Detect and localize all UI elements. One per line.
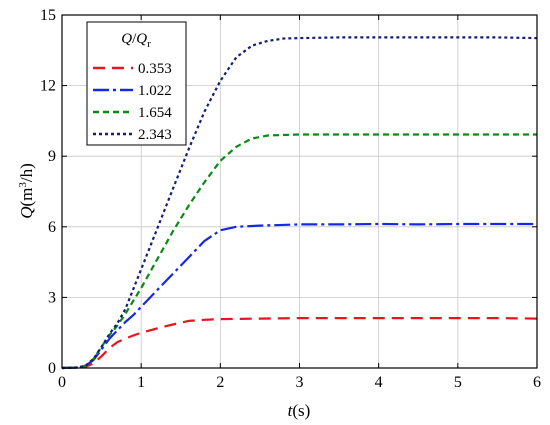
x-axis-label: t(s) [288, 401, 311, 420]
legend-label: 0.353 [138, 61, 172, 77]
series-line-1.022 [61, 222, 537, 370]
series-line-2.343 [61, 36, 538, 370]
series-line-0.353 [61, 317, 538, 370]
legend-label: 2.343 [138, 127, 172, 143]
y-tick-label: 9 [48, 148, 56, 165]
legend: Q/Qr 0.353 1.022 1.654 2.343 [86, 21, 187, 146]
legend-label: 1.654 [138, 105, 172, 121]
x-tick-label: 6 [533, 374, 541, 391]
legend-label: 1.022 [138, 83, 172, 99]
legend-title: Q/Qr [121, 31, 151, 50]
x-tick-label: 4 [375, 374, 383, 391]
x-tick-label: 3 [296, 374, 304, 391]
legend-entries: 0.353 1.022 1.654 2.343 [93, 61, 172, 143]
y-axis-label: Q(m3/h) [17, 163, 36, 219]
x-tick-label: 0 [58, 374, 66, 391]
series-layer [61, 36, 538, 370]
x-tick-label: 1 [137, 374, 145, 391]
x-tick-label: 2 [216, 374, 224, 391]
y-tick-label: 3 [48, 289, 56, 306]
y-tick-label: 6 [48, 219, 56, 236]
grid [62, 15, 537, 368]
legend-box [86, 21, 187, 146]
y-tick-label: 15 [40, 7, 56, 24]
y-tick-label: 12 [40, 78, 56, 95]
y-tick-label: 0 [48, 360, 56, 377]
x-tick-label: 5 [454, 374, 462, 391]
series-line-1.654 [61, 133, 537, 370]
